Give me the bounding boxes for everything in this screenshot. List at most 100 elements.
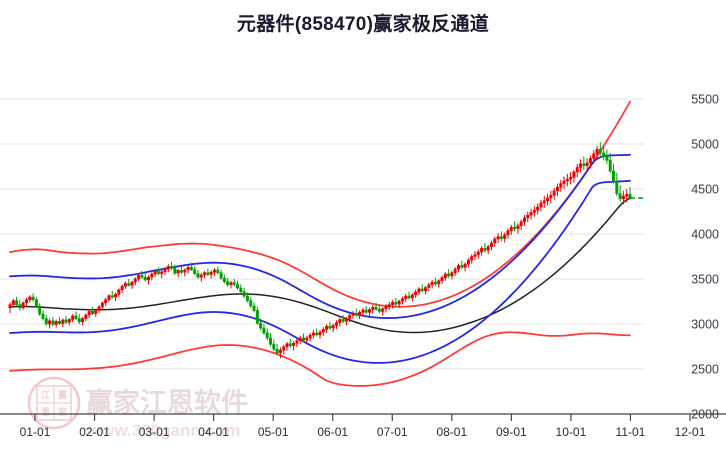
candle-body (516, 225, 520, 229)
page-title: 元器件(858470)赢家极反通道 (236, 14, 490, 35)
candle-body (338, 319, 342, 323)
inner-upper-band (9, 153, 631, 319)
candle-body (384, 306, 388, 310)
candle-body (358, 311, 362, 316)
inner-lower-band (9, 180, 631, 364)
candle-body (344, 318, 348, 322)
candle-body (298, 337, 302, 341)
candle-body (328, 325, 332, 329)
candle-body (176, 270, 180, 274)
y-axis-label: 3000 (691, 318, 719, 332)
candle-body (308, 334, 312, 339)
candle-body (400, 298, 404, 302)
candle-body (391, 302, 395, 305)
candle-body (430, 281, 434, 286)
candle-body (156, 271, 160, 274)
candle-body (588, 158, 592, 164)
candle-body (605, 156, 609, 161)
x-axis-label: 10-01 (556, 425, 587, 439)
x-axis-label: 12-01 (675, 425, 706, 439)
candle-body (410, 294, 414, 299)
candle-body (555, 186, 559, 192)
candle-body (447, 273, 451, 277)
candle-body (71, 315, 75, 320)
watermark-url: www.360gann.com (87, 421, 240, 440)
candle-body (407, 295, 411, 299)
candle-body (559, 183, 563, 188)
candle-body (595, 149, 599, 155)
candle-body (542, 200, 546, 204)
candle-body (437, 280, 441, 285)
candle-body (150, 273, 154, 278)
candle-body (354, 312, 358, 316)
candle-body (539, 202, 543, 208)
y-axis-label: 5000 (691, 138, 719, 152)
candle-body (618, 193, 622, 200)
candle-body (97, 306, 101, 311)
candle-body (282, 346, 286, 351)
candle-body (114, 293, 118, 298)
candle-body (193, 269, 197, 274)
candle-body (509, 226, 513, 232)
candle-body (404, 295, 408, 300)
channel-bands-group (9, 100, 631, 387)
x-axis-label: 05-01 (258, 425, 289, 439)
candle-body (130, 281, 134, 286)
candle-body (123, 283, 127, 287)
candle-body (137, 275, 141, 280)
candle-body (275, 348, 279, 354)
candle-body (54, 320, 58, 325)
candle-body (526, 214, 530, 219)
watermark-brand: 赢家江恩软件 (86, 387, 248, 418)
candle-body (460, 265, 464, 268)
candle-body (196, 273, 200, 278)
candle-body (397, 300, 401, 305)
candle-body (470, 256, 474, 261)
candle-body (417, 288, 421, 293)
candle-body (493, 238, 497, 244)
candle-body (90, 311, 94, 314)
candle-body (236, 284, 240, 289)
candle-body (41, 313, 45, 319)
candle-body (549, 195, 553, 199)
candle-body (57, 320, 61, 324)
candle-body (239, 287, 243, 292)
candle-body (496, 236, 500, 240)
candle-body (565, 178, 569, 182)
candle-body (61, 319, 65, 324)
candle-body (579, 163, 583, 168)
candle-body (269, 337, 273, 345)
candle-body (331, 325, 335, 329)
candlestick-series (8, 142, 632, 359)
candle-body (522, 217, 526, 223)
candle-body (321, 329, 325, 333)
candle-body (153, 271, 157, 275)
candle-body (506, 230, 510, 236)
candle-body (414, 291, 418, 296)
candle-body (11, 300, 15, 305)
candle-body (203, 272, 207, 276)
candle-body (615, 181, 619, 194)
candle-body (334, 322, 338, 326)
x-axis-label: 03-01 (139, 425, 170, 439)
candle-body (367, 309, 371, 313)
candle-body (489, 242, 493, 247)
candle-body (288, 343, 292, 346)
candle-body (351, 312, 355, 316)
candle-body (44, 318, 48, 325)
candle-body (133, 278, 137, 283)
candle-body (24, 299, 28, 304)
candle-body (572, 171, 576, 178)
candle-body (140, 275, 144, 278)
candle-body (242, 291, 246, 297)
candle-body (67, 319, 71, 323)
x-axis-label: 04-01 (198, 425, 229, 439)
candle-body (143, 276, 147, 281)
y-axis-label: 3500 (691, 273, 719, 287)
y-axis-label: 2000 (691, 408, 719, 422)
candle-body (569, 177, 573, 180)
candle-body (315, 332, 319, 336)
candle-body (15, 300, 19, 305)
candle-body (272, 343, 276, 350)
candle-body (107, 295, 111, 300)
